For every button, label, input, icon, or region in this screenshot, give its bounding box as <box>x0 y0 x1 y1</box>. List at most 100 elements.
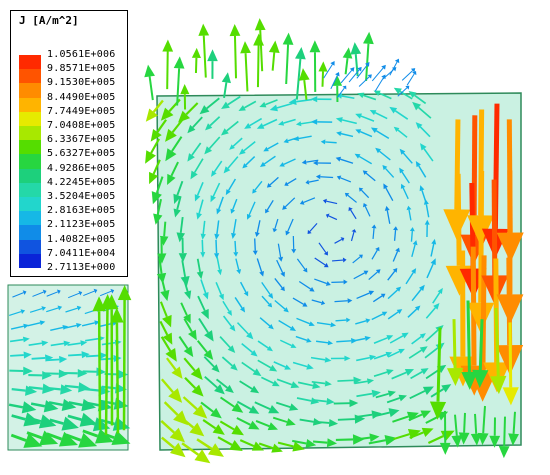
field-arrow-head <box>77 368 88 378</box>
field-arrow-head <box>165 348 177 362</box>
field-arrow-shaft <box>198 317 209 334</box>
field-arrow-head <box>419 346 428 353</box>
field-arrow-shaft <box>274 278 283 289</box>
field-arrow-head <box>420 368 429 375</box>
field-arrow-head <box>467 302 495 333</box>
field-arrow-head <box>350 42 362 55</box>
field-arrow-shaft <box>365 172 376 182</box>
field-arrow-head <box>169 442 186 458</box>
field-arrow-shaft <box>351 337 366 342</box>
field-arrow-head <box>385 351 393 357</box>
field-arrow-head <box>299 200 305 205</box>
field-arrow-shaft <box>26 416 42 423</box>
field-arrow-shaft <box>99 290 112 297</box>
field-arrow-shaft <box>298 135 312 140</box>
field-arrow-shaft <box>401 70 413 81</box>
field-arrow-head <box>149 171 159 185</box>
field-arrow-head <box>419 284 425 292</box>
field-arrow-shaft <box>200 279 207 294</box>
field-arrow-head <box>187 124 196 134</box>
field-arrow-shaft <box>185 102 199 116</box>
field-arrow-shaft <box>393 230 397 241</box>
field-arrow-head <box>279 162 285 167</box>
field-arrow-shaft <box>179 216 184 233</box>
legend-tick-label: 2.1123E+005 <box>47 219 116 231</box>
field-arrow-shaft <box>408 413 423 422</box>
field-arrow-shaft <box>373 337 388 344</box>
field-arrow-head <box>272 380 280 387</box>
field-arrow-shaft <box>387 311 399 320</box>
field-arrow-shaft <box>97 311 102 430</box>
field-arrow-head <box>326 438 338 448</box>
field-arrow-head <box>269 104 278 112</box>
field-arrow-shaft <box>232 198 238 210</box>
field-arrow-head <box>318 61 328 72</box>
field-arrow-head <box>271 443 283 453</box>
field-arrow-shaft <box>265 99 278 106</box>
field-arrow-shaft <box>425 204 430 218</box>
field-arrow-head <box>233 252 239 257</box>
field-arrow-shaft <box>182 396 198 411</box>
field-arrow-shaft <box>276 378 293 386</box>
field-arrow-shaft <box>273 361 286 368</box>
field-arrow-head <box>204 146 213 155</box>
field-arrow-shaft <box>411 288 422 302</box>
field-arrow-shaft <box>455 173 462 266</box>
field-arrow-head <box>365 318 371 324</box>
field-arrow-shaft <box>386 210 391 224</box>
field-arrow-head <box>162 39 174 52</box>
field-arrow-head <box>221 72 231 84</box>
field-arrow-head <box>251 441 265 451</box>
field-arrow-shaft <box>219 396 235 408</box>
field-arrow-shaft <box>417 106 432 119</box>
field-arrow-head <box>336 175 342 181</box>
field-arrow-shaft <box>83 290 95 297</box>
field-arrow-shaft <box>267 142 279 150</box>
field-arrow-head <box>302 267 308 273</box>
field-arrow-shaft <box>323 64 333 79</box>
field-arrow-shaft <box>430 243 435 257</box>
field-arrow-shaft <box>263 155 276 165</box>
field-arrow-shaft <box>478 171 485 303</box>
field-arrow-head <box>59 355 68 364</box>
field-arrow-shaft <box>192 116 203 128</box>
field-arrow-head <box>362 170 368 176</box>
field-arrow-shaft <box>312 440 328 444</box>
field-arrow-head <box>20 309 26 314</box>
field-arrow-shaft <box>9 338 24 343</box>
field-arrow-head <box>380 293 386 298</box>
field-arrow-shaft <box>337 379 354 382</box>
field-arrow-head <box>472 369 489 388</box>
field-arrow-shaft <box>46 386 61 391</box>
field-arrow-shaft <box>150 138 160 154</box>
field-arrow-head <box>42 371 52 380</box>
field-arrow-shaft <box>393 433 410 441</box>
field-arrow-shaft <box>372 295 383 303</box>
field-arrow-shaft <box>365 43 370 81</box>
legend-tick-label: 3.5204E+005 <box>47 191 116 202</box>
field-arrow-shaft <box>28 386 43 390</box>
field-arrow-head <box>240 306 246 313</box>
field-arrow-head <box>302 302 308 307</box>
field-arrow-head <box>253 33 264 46</box>
legend-tick-label: 1.0561E+006 <box>47 49 116 60</box>
field-arrow-shaft <box>45 358 60 362</box>
legend-swatch <box>19 239 41 255</box>
field-arrow-shaft <box>256 45 260 88</box>
field-arrow-head <box>192 404 208 419</box>
legend-tick-label: 8.4490E+005 <box>47 91 116 103</box>
field-arrow-head <box>180 84 190 95</box>
field-arrow-head <box>57 305 63 311</box>
field-arrow-shaft <box>208 136 221 150</box>
field-arrow-head <box>263 146 269 152</box>
field-arrow-head <box>430 258 436 266</box>
field-arrow-head <box>411 268 417 274</box>
field-arrow-head <box>250 350 258 357</box>
field-arrow-head <box>420 143 427 151</box>
field-arrow-head <box>165 128 177 142</box>
field-arrow-head <box>256 123 265 129</box>
field-arrow-shaft <box>11 388 26 392</box>
field-arrow-head <box>396 309 403 314</box>
field-arrow-head <box>43 400 59 413</box>
